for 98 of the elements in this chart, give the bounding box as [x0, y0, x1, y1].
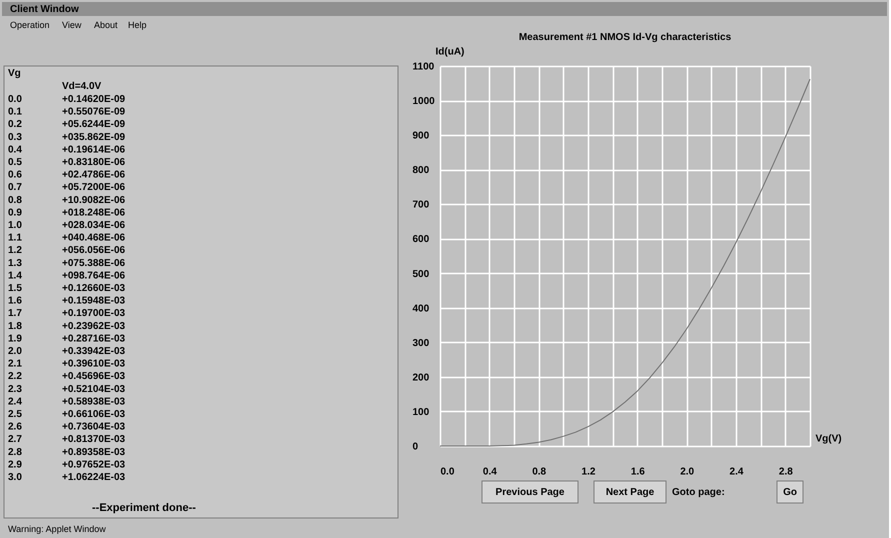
- text: 2.9: [8, 459, 22, 470]
- y-tick-label: 100: [412, 406, 430, 418]
- text: 2.7: [8, 434, 22, 446]
- text: 1.8: [8, 320, 22, 332]
- text: +0.45696E-03: [62, 371, 126, 382]
- text: +0.81370E-03: [62, 434, 126, 446]
- text: +056.056E-06: [62, 245, 126, 256]
- text: Vg: [8, 68, 21, 79]
- text: +0.97652E-03: [62, 459, 126, 470]
- text: 0.1: [8, 106, 22, 118]
- text: 1.9: [8, 333, 22, 344]
- text: +10.9082E-06: [62, 194, 126, 206]
- y-tick-label: 1000: [412, 96, 436, 108]
- y-tick-label: 900: [412, 130, 430, 142]
- x-tick-label: 0.8: [532, 466, 547, 478]
- text: Goto page:: [672, 487, 725, 498]
- text: +05.7200E-06: [62, 182, 126, 194]
- x-tick-label: 1.2: [582, 466, 596, 478]
- y-tick-label: 400: [412, 303, 430, 314]
- text: +0.89358E-03: [62, 446, 126, 458]
- text: +0.39610E-03: [62, 358, 126, 370]
- text: +05.6244E-09: [62, 119, 126, 130]
- text: 1.0: [8, 220, 22, 231]
- x-tick-label: 0.0: [440, 466, 455, 478]
- text: +0.33942E-03: [62, 346, 126, 357]
- y-tick-label: 200: [412, 372, 430, 384]
- y-tick-label: 0: [412, 442, 418, 452]
- text: --Experiment done--: [92, 502, 196, 514]
- text: +0.19614E-06: [62, 144, 126, 156]
- text: +0.14620E-09: [62, 94, 126, 105]
- text: 2.0: [8, 346, 22, 357]
- text: +040.468E-06: [62, 232, 126, 244]
- text: Warning: Applet Window: [8, 524, 106, 534]
- text: 0.9: [8, 207, 22, 218]
- text: +1.06224E-03: [62, 472, 126, 483]
- text: 2.2: [8, 371, 22, 382]
- text: Client Window: [10, 4, 80, 15]
- text: 0.0: [8, 94, 22, 105]
- y-tick-label: 300: [412, 338, 430, 349]
- text: +028.034E-06: [62, 220, 126, 231]
- text: 1.1: [8, 232, 22, 244]
- text: Vd=4.0V: [62, 81, 102, 92]
- text: +0.58938E-03: [62, 396, 126, 408]
- text: 2.5: [8, 409, 22, 420]
- text: 1.3: [8, 258, 22, 269]
- y-axis-title: Id(uA): [436, 46, 464, 58]
- text: 2.1: [8, 358, 22, 370]
- x-tick-label: 2.0: [680, 466, 695, 478]
- text: 3.0: [8, 472, 22, 483]
- text: Previous Page: [496, 487, 565, 498]
- text: 0.2: [8, 119, 22, 130]
- text: 0.3: [8, 132, 22, 143]
- text: 2.4: [8, 396, 22, 408]
- text: +0.73604E-03: [62, 422, 126, 433]
- text: +018.248E-06: [62, 207, 126, 218]
- text: 0.8: [8, 194, 22, 206]
- text: +0.12660E-03: [62, 283, 126, 294]
- y-tick-label: 500: [412, 268, 430, 280]
- x-tick-label: 0.4: [482, 466, 498, 478]
- text: View: [62, 20, 82, 30]
- y-tick-label: 800: [412, 165, 430, 176]
- text: Help: [128, 20, 147, 30]
- text: 1.2: [8, 245, 22, 256]
- chart-title: Measurement #1 NMOS Id-Vg characteristics: [518, 32, 732, 43]
- text: 0.7: [8, 182, 22, 194]
- text: 0.4: [8, 144, 22, 156]
- x-tick-label: 2.8: [778, 466, 794, 478]
- text: 0.5: [8, 157, 22, 168]
- x-axis-title: Vg(V): [816, 434, 842, 444]
- text: 0.6: [8, 170, 22, 181]
- text: +098.764E-06: [62, 270, 126, 282]
- text: Next Page: [606, 487, 655, 498]
- text: +035.862E-09: [62, 132, 126, 143]
- text: +0.23962E-03: [62, 320, 126, 332]
- text: +0.66106E-03: [62, 409, 126, 420]
- text: 2.6: [8, 422, 22, 433]
- text: +0.15948E-03: [62, 296, 126, 307]
- text: +0.83180E-06: [62, 157, 126, 168]
- text: 1.5: [8, 283, 22, 294]
- text: Go: [783, 487, 797, 498]
- text: 2.8: [8, 446, 22, 458]
- text: 1.7: [8, 308, 22, 320]
- y-tick-label: 700: [412, 200, 430, 211]
- x-tick-label: 2.4: [730, 466, 744, 478]
- text: Operation: [10, 20, 50, 30]
- text: +0.28716E-03: [62, 333, 126, 344]
- text: 1.6: [8, 296, 22, 307]
- text: +02.4786E-06: [62, 170, 126, 181]
- x-tick-label: 1.6: [630, 466, 646, 478]
- text: 2.3: [8, 384, 22, 395]
- text: +0.55076E-09: [62, 106, 126, 118]
- text: 1.4: [8, 270, 22, 282]
- y-tick-label: 600: [412, 234, 430, 246]
- text: +0.52104E-03: [62, 384, 126, 395]
- text: +075.388E-06: [62, 258, 126, 269]
- text: About: [94, 20, 118, 30]
- y-tick-label: 1100: [412, 62, 435, 72]
- text: +0.19700E-03: [62, 308, 126, 320]
